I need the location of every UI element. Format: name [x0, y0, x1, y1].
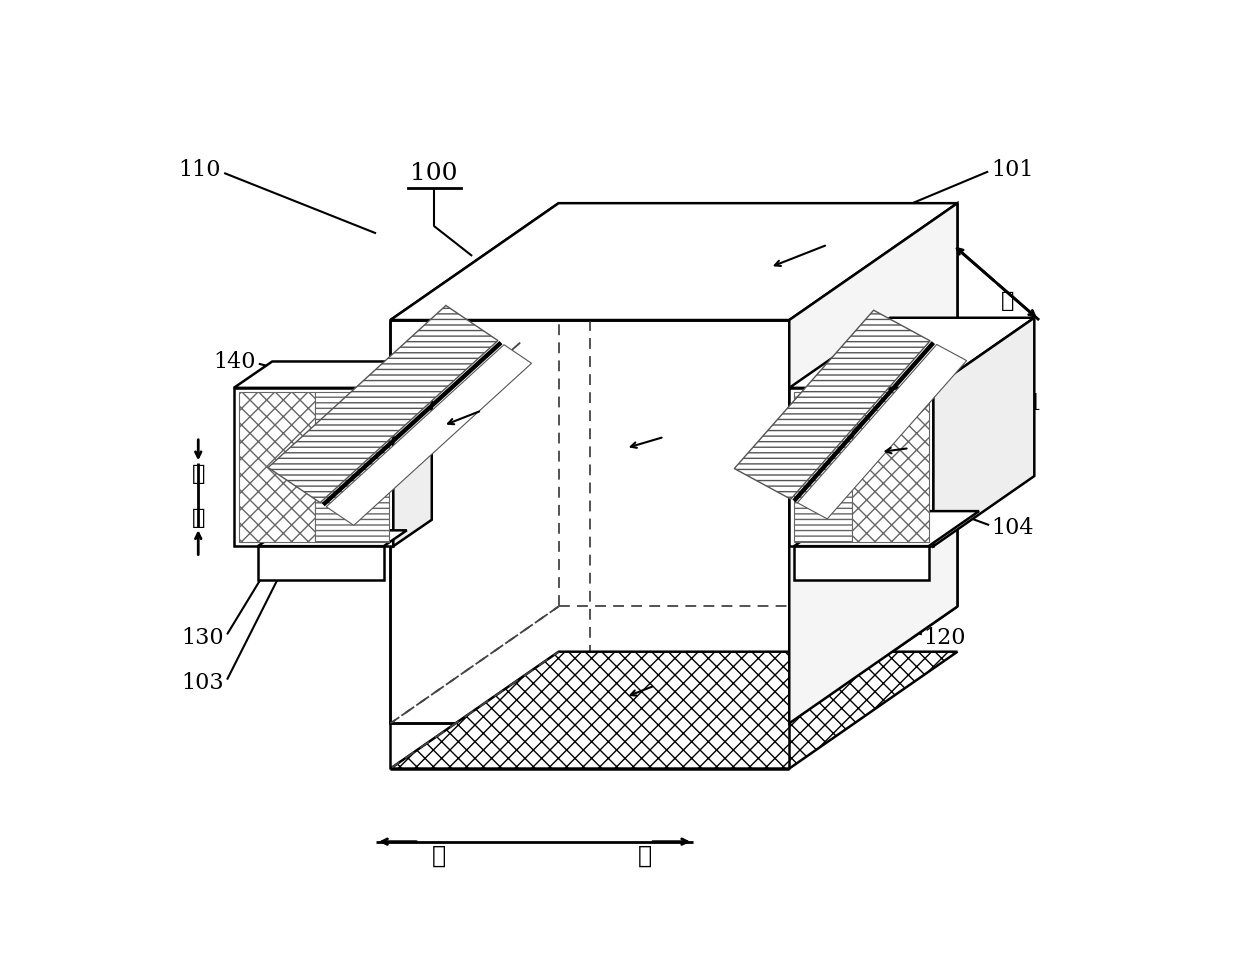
Polygon shape [393, 362, 432, 547]
Text: 左: 左 [432, 843, 445, 867]
Text: 右: 右 [639, 843, 652, 867]
Text: 上: 上 [191, 508, 205, 528]
Text: 101: 101 [991, 159, 1034, 181]
Text: 后: 后 [1001, 290, 1014, 311]
Text: 104: 104 [991, 516, 1034, 539]
Polygon shape [268, 306, 498, 503]
Polygon shape [797, 345, 967, 519]
Polygon shape [391, 652, 957, 769]
Polygon shape [258, 547, 383, 581]
Polygon shape [238, 392, 315, 543]
Polygon shape [794, 547, 929, 581]
Text: 110: 110 [177, 159, 221, 181]
Polygon shape [852, 392, 929, 543]
Polygon shape [789, 319, 1034, 388]
Text: 140: 140 [213, 351, 255, 373]
Polygon shape [789, 204, 957, 724]
Polygon shape [391, 321, 789, 724]
Polygon shape [234, 388, 393, 547]
Polygon shape [326, 345, 532, 526]
Polygon shape [934, 319, 1034, 547]
Polygon shape [794, 392, 852, 543]
Polygon shape [234, 362, 432, 388]
Text: 100: 100 [410, 162, 458, 185]
Polygon shape [789, 388, 934, 547]
Polygon shape [734, 311, 930, 500]
Text: 前: 前 [1021, 321, 1034, 340]
Text: 下: 下 [191, 464, 205, 484]
Polygon shape [391, 204, 957, 321]
Text: 120: 120 [924, 626, 966, 648]
Text: 130: 130 [181, 626, 224, 648]
Polygon shape [315, 392, 388, 543]
Polygon shape [258, 531, 407, 547]
Text: 131: 131 [1001, 392, 1043, 415]
Polygon shape [794, 511, 980, 547]
Text: 103: 103 [181, 671, 224, 693]
